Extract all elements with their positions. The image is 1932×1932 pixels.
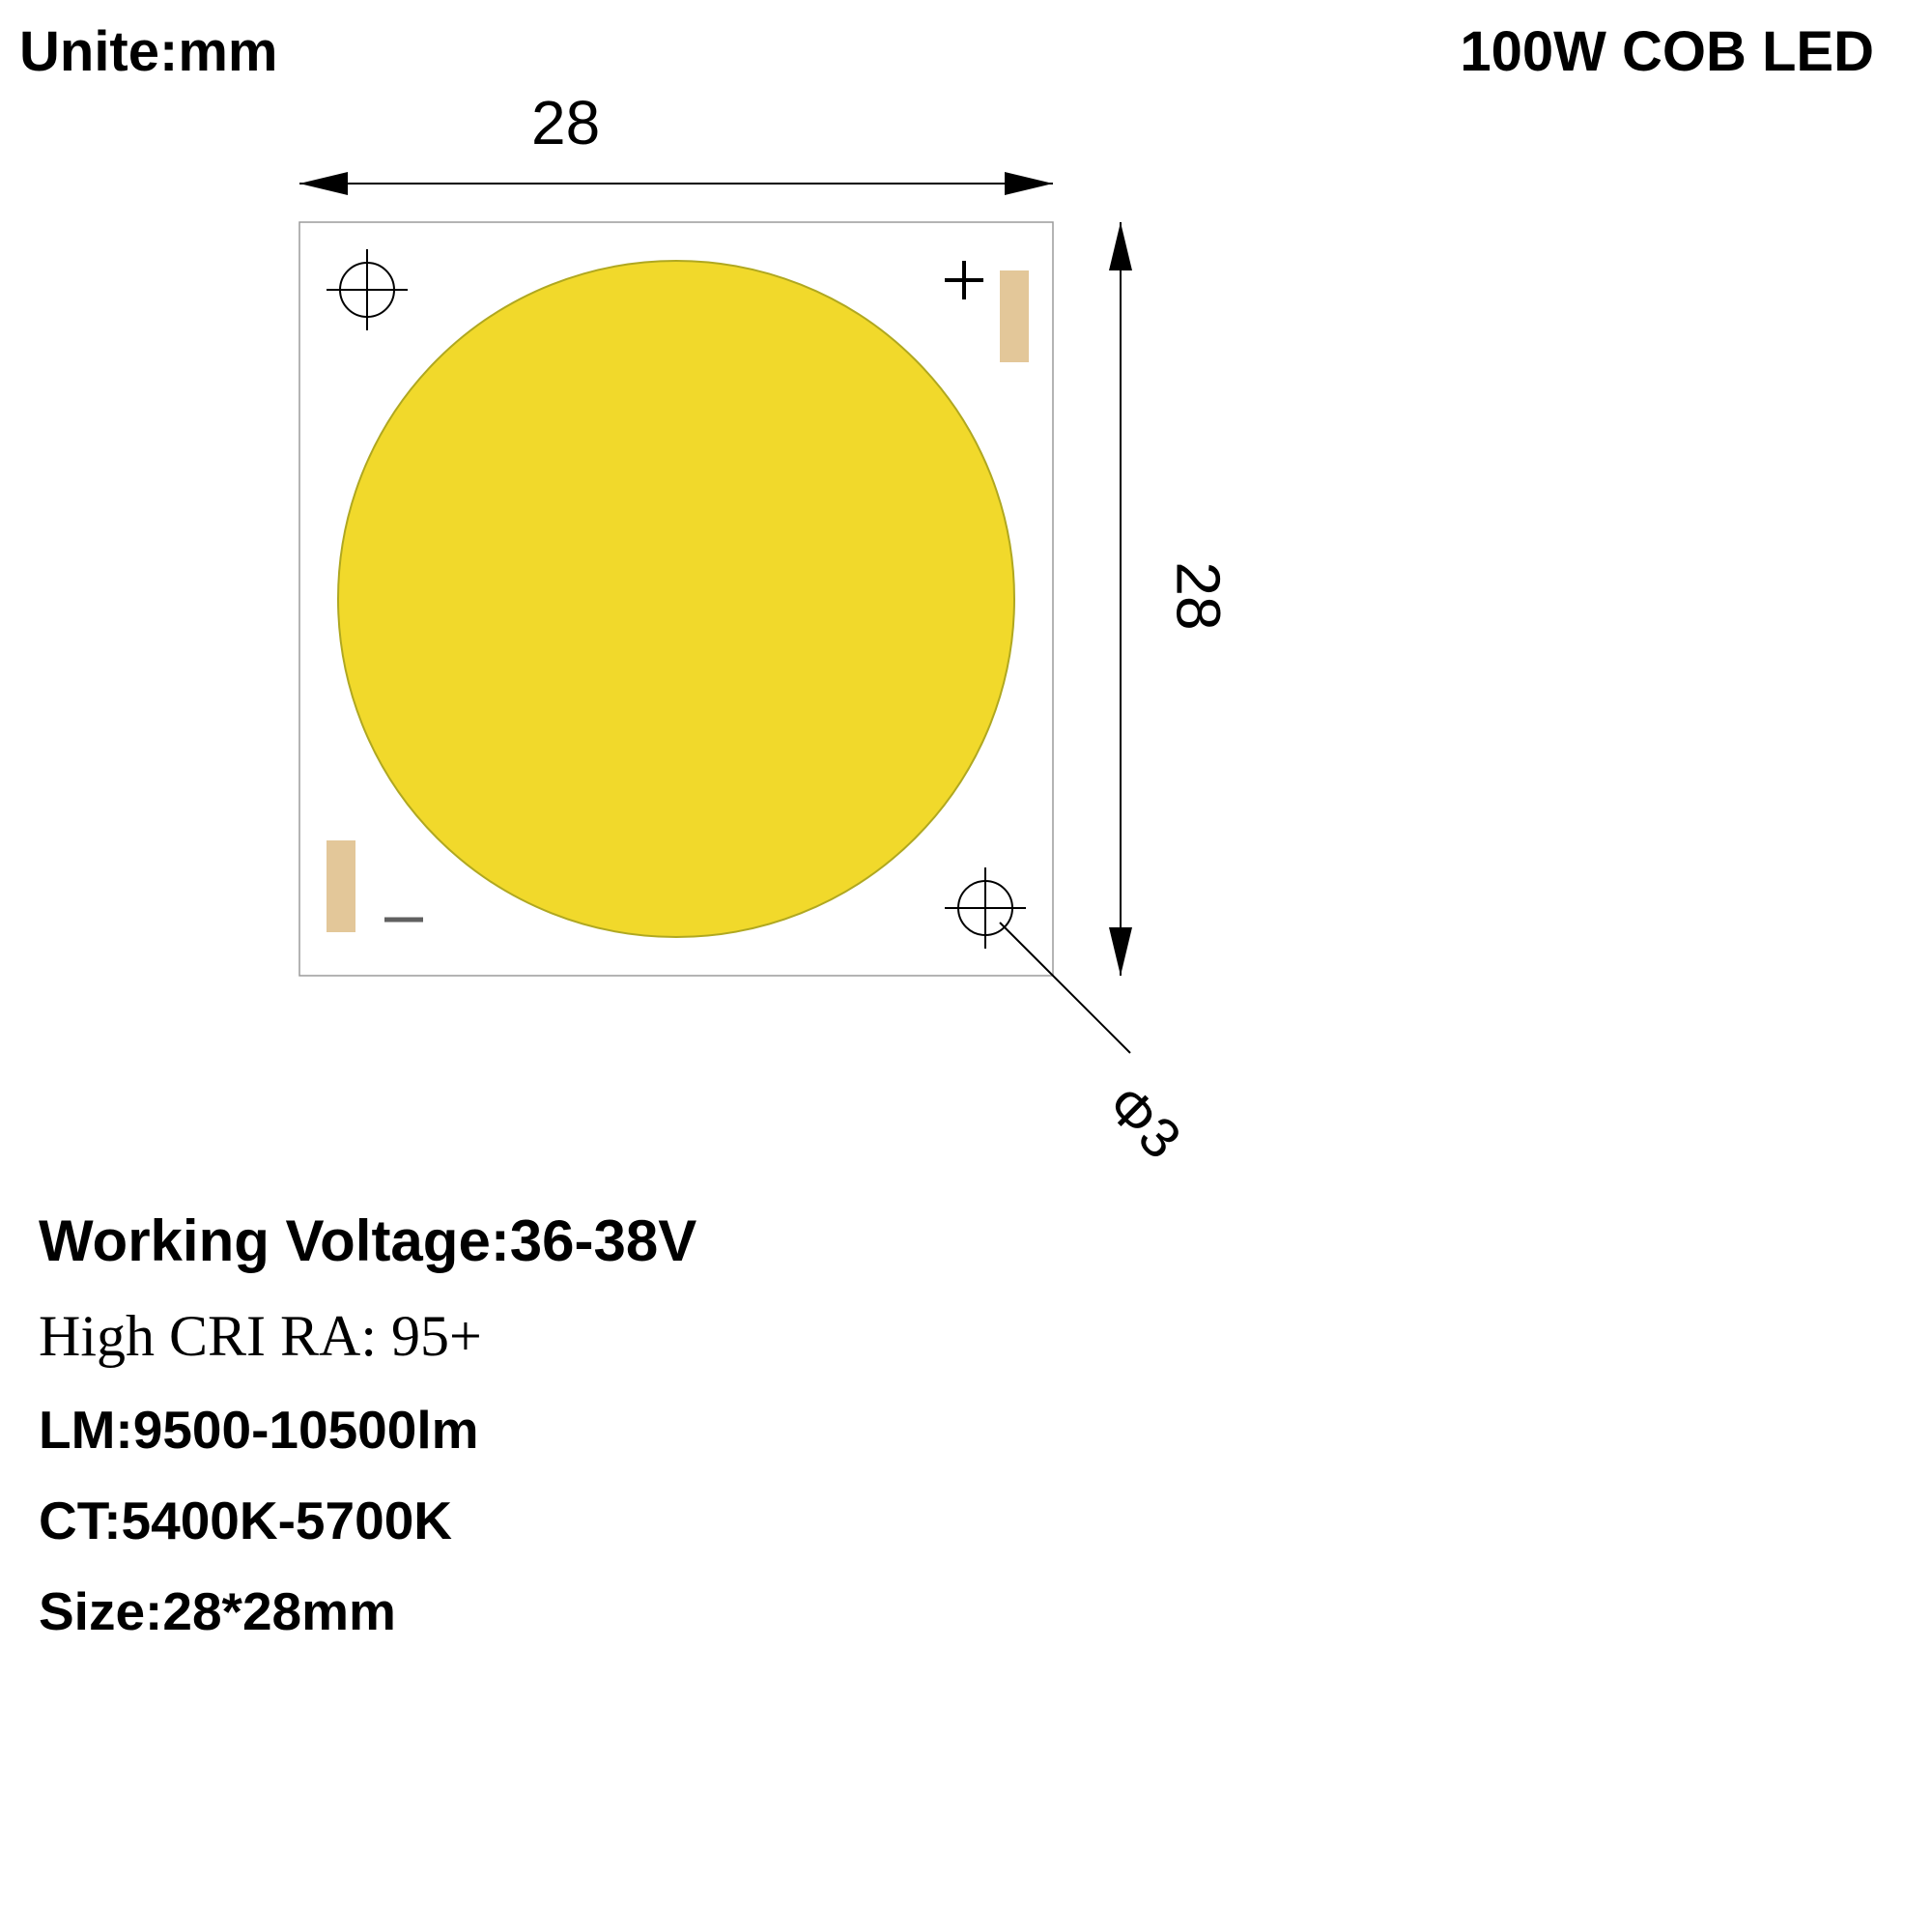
- led-emitter-area: [338, 261, 1014, 937]
- spec-size: Size:28*28mm: [39, 1580, 696, 1642]
- hole-leader-line: [1000, 923, 1130, 1053]
- spec-color-temp: CT:5400K-5700K: [39, 1490, 696, 1551]
- solder-pad-bottom-left: [327, 840, 355, 932]
- solder-pad-top-right: [1000, 270, 1029, 362]
- right-dimension-line: [1109, 222, 1132, 976]
- spec-lumens: LM:9500-10500lm: [39, 1399, 696, 1461]
- spec-block: Working Voltage:36-38V High CRI RA: 95+ …: [39, 1208, 696, 1671]
- spec-cri: High CRI RA: 95+: [39, 1303, 696, 1370]
- spec-voltage: Working Voltage:36-38V: [39, 1208, 696, 1274]
- top-dimension-line: [299, 172, 1053, 195]
